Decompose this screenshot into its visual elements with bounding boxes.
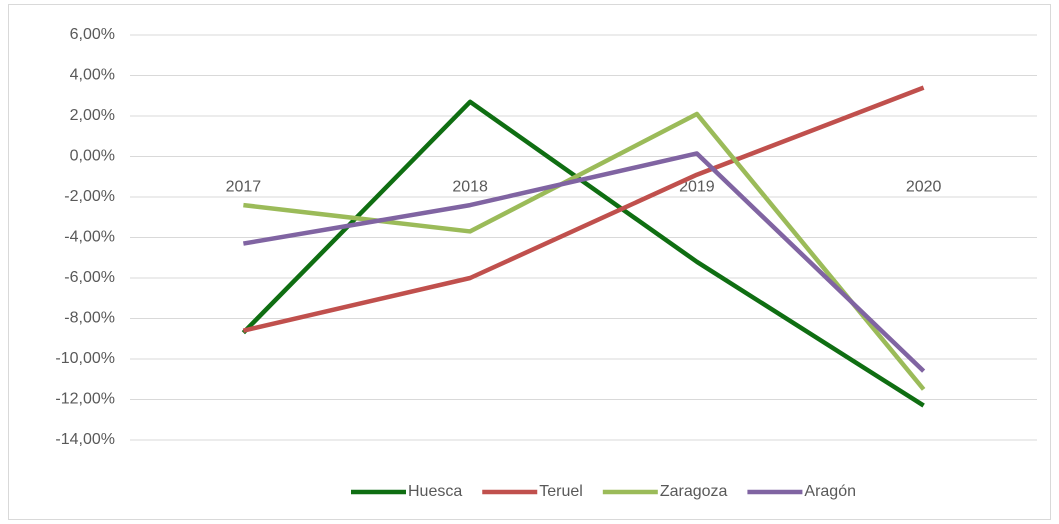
x-tick-label: 2020 xyxy=(906,179,942,196)
y-tick-label: -14,00% xyxy=(55,431,115,448)
y-tick-label: -4,00% xyxy=(64,229,115,246)
legend-label: Aragón xyxy=(804,483,856,500)
series-line xyxy=(242,85,925,333)
x-tick-label: 2018 xyxy=(452,179,488,196)
series-line xyxy=(242,151,926,373)
y-tick-label: 4,00% xyxy=(70,67,115,84)
x-tick-label: 2017 xyxy=(226,179,262,196)
y-tick-label: -12,00% xyxy=(55,391,115,408)
y-tick-label: 2,00% xyxy=(70,107,115,124)
chart-border xyxy=(8,4,1051,520)
legend-label: Huesca xyxy=(408,483,462,500)
y-tick-label: 6,00% xyxy=(70,26,115,43)
series-line xyxy=(243,111,926,391)
x-tick-label: 2019 xyxy=(679,179,715,196)
y-tick-label: -6,00% xyxy=(64,269,115,286)
y-tick-label: -10,00% xyxy=(55,350,115,367)
legend-label: Teruel xyxy=(539,483,583,500)
y-tick-label: -8,00% xyxy=(64,310,115,327)
y-tick-label: 0,00% xyxy=(70,148,115,165)
legend-label: Zaragoza xyxy=(660,483,728,500)
y-tick-label: -2,00% xyxy=(64,188,115,205)
